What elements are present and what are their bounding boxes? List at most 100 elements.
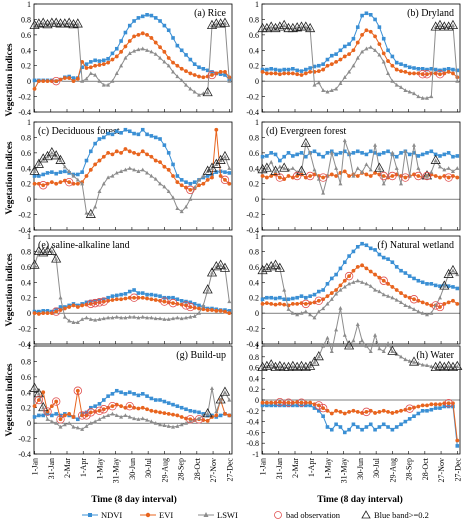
point-ndvi: [84, 62, 89, 66]
point-evi: [342, 411, 347, 416]
marker-blue-band: [443, 21, 454, 31]
point-lswi: [136, 315, 141, 320]
point-lswi: [71, 173, 76, 178]
y-tick-label: 0.4: [249, 278, 259, 287]
point-lswi: [145, 417, 150, 422]
point-evi: [455, 301, 460, 306]
point-evi: [184, 69, 188, 74]
y-tick-label: 0.8: [21, 357, 31, 366]
point-evi: [127, 39, 132, 43]
point-evi: [347, 274, 351, 279]
panel-title: (b) Dryland: [407, 8, 454, 19]
point-lswi: [290, 166, 295, 170]
point-evi: [119, 404, 123, 409]
point-ndvi: [403, 419, 408, 424]
point-lswi: [334, 327, 339, 332]
point-evi: [54, 181, 59, 186]
point-lswi: [420, 95, 425, 100]
point-lswi: [106, 413, 111, 418]
point-lswi: [433, 158, 438, 163]
point-ndvi: [269, 67, 273, 71]
point-ndvi: [158, 398, 162, 402]
point-ndvi: [295, 68, 299, 73]
marker-bad-observation: [90, 298, 100, 308]
point-ndvi: [364, 243, 369, 248]
point-evi: [321, 67, 326, 72]
point-evi: [347, 409, 351, 414]
point-ndvi: [282, 67, 286, 72]
point-ndvi: [175, 174, 180, 178]
point-lswi: [88, 420, 93, 425]
y-axis-title-left: Vegetation indices: [5, 43, 15, 117]
point-lswi: [334, 86, 339, 91]
point-ndvi: [325, 425, 330, 429]
point-lswi: [325, 301, 330, 306]
point-lswi: [110, 173, 115, 178]
point-evi: [201, 75, 206, 80]
marker-bad-observation: [275, 397, 285, 407]
point-lswi: [351, 173, 356, 178]
marker-bad-observation: [318, 173, 328, 182]
marker-bad-observation: [422, 69, 432, 79]
point-evi: [438, 72, 442, 77]
point-ndvi: [373, 17, 377, 22]
point-lswi: [101, 414, 106, 419]
marker-blue-band: [55, 154, 66, 164]
marker-blue-band: [287, 360, 298, 370]
point-ndvi: [260, 154, 265, 159]
point-ndvi: [334, 152, 338, 157]
point-evi: [455, 175, 460, 180]
point-lswi: [334, 291, 339, 296]
point-ndvi: [394, 265, 399, 269]
point-ndvi: [381, 422, 386, 427]
marker-blue-band: [305, 22, 316, 33]
y-tick-label: 0: [27, 77, 31, 86]
point-lswi: [106, 82, 111, 87]
point-lswi: [158, 422, 163, 427]
marker-blue-band: [279, 19, 290, 30]
point-ndvi: [63, 169, 67, 174]
point-ndvi: [89, 405, 93, 410]
point-lswi: [58, 424, 63, 429]
point-lswi: [97, 317, 102, 321]
y-tick-label: 1: [255, 232, 259, 241]
point-ndvi: [291, 67, 295, 71]
point-lswi: [41, 250, 46, 255]
point-ndvi: [420, 152, 425, 157]
point-evi: [41, 390, 46, 395]
marker-blue-band: [447, 19, 459, 30]
y-axis-title-left-4: Vegetation indices: [5, 363, 15, 437]
point-ndvi: [145, 13, 149, 17]
point-ndvi: [80, 65, 84, 70]
marker-blue-band: [72, 18, 83, 28]
point-lswi: [197, 177, 201, 182]
point-ndvi: [282, 154, 286, 159]
point-ndvi: [136, 291, 141, 295]
marker-blue-band: [29, 19, 40, 30]
point-lswi: [290, 364, 295, 369]
panel-2: -0.4 -0.2 0 0.2 0.4 0.6 0.8 1 (b) Dryland: [246, 0, 461, 117]
panel-5: -0.4 -0.2 0 0.2 0.4 0.6 0.8 1 (e) saline-alkalin…: [18, 232, 233, 349]
panel-4: -0.4 -0.2 0 0.2 0.4 0.6 0.8 1 (d) Evergreen fore…: [246, 118, 461, 235]
marker-bad-observation: [168, 298, 178, 308]
marker-bad-observation: [314, 296, 324, 305]
point-lswi: [153, 420, 158, 425]
point-evi: [325, 63, 330, 68]
point-evi: [269, 301, 274, 306]
point-ndvi: [145, 132, 149, 137]
point-lswi: [175, 424, 180, 428]
marker-blue-band: [261, 22, 272, 33]
point-lswi: [58, 158, 63, 163]
point-ndvi: [45, 309, 50, 313]
point-lswi: [149, 173, 154, 178]
point-evi: [36, 312, 41, 316]
point-ndvi: [162, 23, 167, 28]
y-tick-label: -0.2: [246, 325, 259, 334]
point-evi: [175, 63, 180, 68]
point-lswi: [188, 196, 193, 201]
point-ndvi: [399, 151, 403, 155]
marker-blue-band: [219, 150, 231, 161]
point-lswi: [342, 284, 347, 289]
point-ndvi: [351, 36, 356, 41]
point-evi: [338, 283, 343, 288]
